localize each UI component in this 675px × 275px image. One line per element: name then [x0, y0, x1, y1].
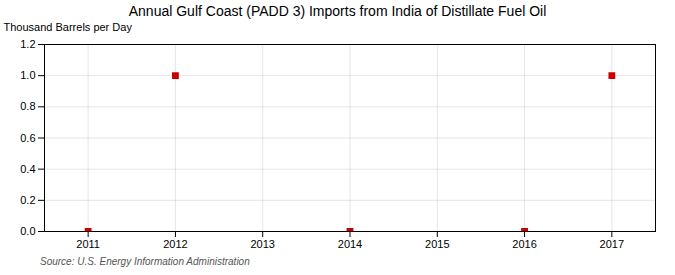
- svg-text:2016: 2016: [512, 238, 536, 250]
- svg-text:1.0: 1.0: [20, 69, 35, 81]
- svg-text:0.0: 0.0: [20, 225, 35, 237]
- svg-text:2013: 2013: [250, 238, 274, 250]
- html-text:Annual Gulf Coast (PADD 3) Imp: Annual Gulf Coast (PADD 3) Imports from …: [128, 3, 547, 19]
- svg-text:2012: 2012: [163, 238, 187, 250]
- svg-text:2017: 2017: [600, 238, 624, 250]
- html-text:Source: U.S. Energy Informatio: Source: U.S. Energy Information Administ…: [40, 256, 250, 267]
- svg-text:1.2: 1.2: [20, 38, 35, 50]
- svg-text:Thousand Barrels per Day: Thousand Barrels per Day: [4, 21, 133, 33]
- svg-text:0.4: 0.4: [20, 163, 35, 175]
- svg-text:0.2: 0.2: [20, 194, 35, 206]
- svg-text:0.8: 0.8: [20, 100, 35, 112]
- svg-text:0.6: 0.6: [20, 132, 35, 144]
- svg-text:2015: 2015: [425, 238, 449, 250]
- svg-text:2014: 2014: [338, 238, 362, 250]
- svg-text:2011: 2011: [76, 238, 100, 250]
